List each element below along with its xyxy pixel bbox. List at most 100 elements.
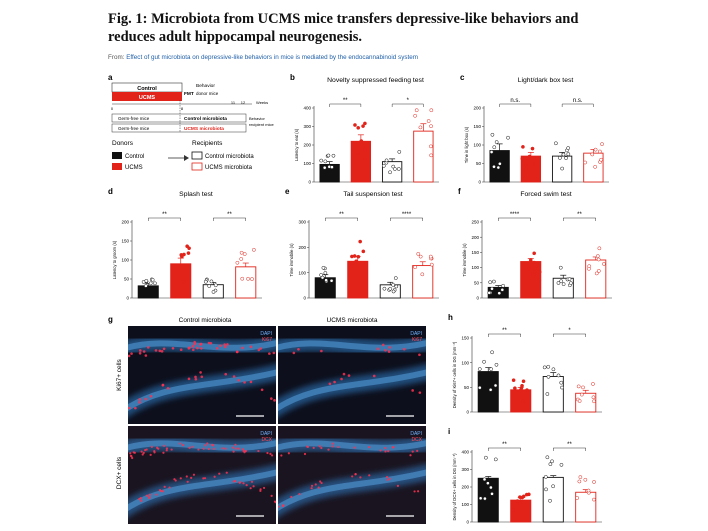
data-point [331,153,336,158]
data-point [239,257,244,261]
data-point [543,475,548,479]
donor-ucms-label: UCMS [139,95,156,101]
marker-punctum [130,352,133,355]
data-point [566,152,571,156]
y-tick-label: 100 [121,258,129,263]
timeline-tick: 11 [231,100,236,105]
data-point [382,286,387,291]
data-point [394,284,399,289]
marker-punctum [385,475,389,479]
legend-ucms-label: UCMS [125,165,143,171]
data-point [207,284,212,288]
data-point [489,150,494,154]
germ-free-label: Germ-free mice [118,116,150,121]
data-point [559,279,564,284]
marker-punctum [211,443,214,446]
marker-punctum [409,454,412,457]
data-point [416,252,421,256]
data-point [559,462,564,467]
source-article-link[interactable]: Effect of gut microbiota on depressive-l… [126,54,418,61]
marker-punctum [190,476,193,479]
data-point [596,257,601,262]
data-point [492,164,496,169]
legend-recipient-control-swatch [191,151,203,160]
data-point [323,159,328,164]
marker-punctum [287,452,290,455]
marker-punctum [411,450,414,453]
significance-label: ** [577,212,582,218]
data-point [546,364,551,369]
data-point [350,254,354,259]
dapi-channel-label: DAPI [410,431,422,437]
timeline-tick: 8 [181,106,184,111]
marker-punctum [188,446,191,449]
data-point [355,151,360,156]
bar-ucms-microbiota [235,266,257,299]
significance-bracket [561,103,594,107]
data-point [426,119,431,123]
marker-punctum [238,481,242,484]
marker-punctum [191,348,195,352]
marker-punctum [128,354,131,358]
marker-punctum [257,348,261,352]
marker-punctum [340,377,343,381]
data-point [322,165,327,170]
data-point [593,147,598,152]
marker-punctum [178,442,182,445]
marker-punctum [158,349,162,353]
y-tick-label: 50 [476,161,482,166]
marker-punctum [259,347,262,350]
marker-punctum [243,381,246,384]
y-tick-label: 300 [303,124,311,129]
y-tick-label: 400 [461,450,469,455]
chart-title: Tail suspension test [343,191,402,198]
data-point [180,254,184,259]
data-point [477,385,482,390]
data-point [494,140,499,144]
bar-control [477,371,499,413]
data-point [533,270,537,274]
marker-punctum [317,486,320,489]
marker-punctum [320,349,323,353]
bar-control-microbiota [552,277,574,299]
marker-punctum [154,349,158,352]
significance-bracket [553,447,586,451]
data-point [182,269,187,274]
data-point [590,152,595,157]
data-point [556,281,561,285]
data-point [211,290,216,294]
marker-punctum [354,472,357,476]
dapi-channel-label: DAPI [260,331,272,337]
bar-ucms [170,263,192,299]
significance-label: ** [343,98,348,104]
data-point [513,386,517,391]
data-point [489,367,494,372]
y-tick-label: 0 [303,296,306,301]
donor-control-label: Control [137,86,157,92]
significance-bracket [499,103,532,107]
dapi-band-core [128,469,276,512]
data-point [533,162,537,167]
data-point [484,455,488,460]
marker-punctum [186,480,189,483]
marker-punctum [129,452,132,455]
marker-punctum [163,444,166,447]
data-point [597,246,602,251]
marker-punctum [333,380,336,384]
data-point [429,144,433,149]
marker-punctum [150,445,153,449]
data-point [576,384,581,389]
bar-control-microbiota [381,161,403,183]
marker-punctum [224,447,227,450]
behavior-label: Behavior [196,83,215,89]
marker-punctum [130,455,133,458]
marker-punctum [185,475,188,478]
data-point [353,123,357,127]
ki67-channel-label: Ki67 [262,337,272,343]
marker-punctum [379,449,382,452]
marker-punctum [236,350,239,354]
significance-bracket [329,103,362,107]
marker-punctum [270,397,273,400]
